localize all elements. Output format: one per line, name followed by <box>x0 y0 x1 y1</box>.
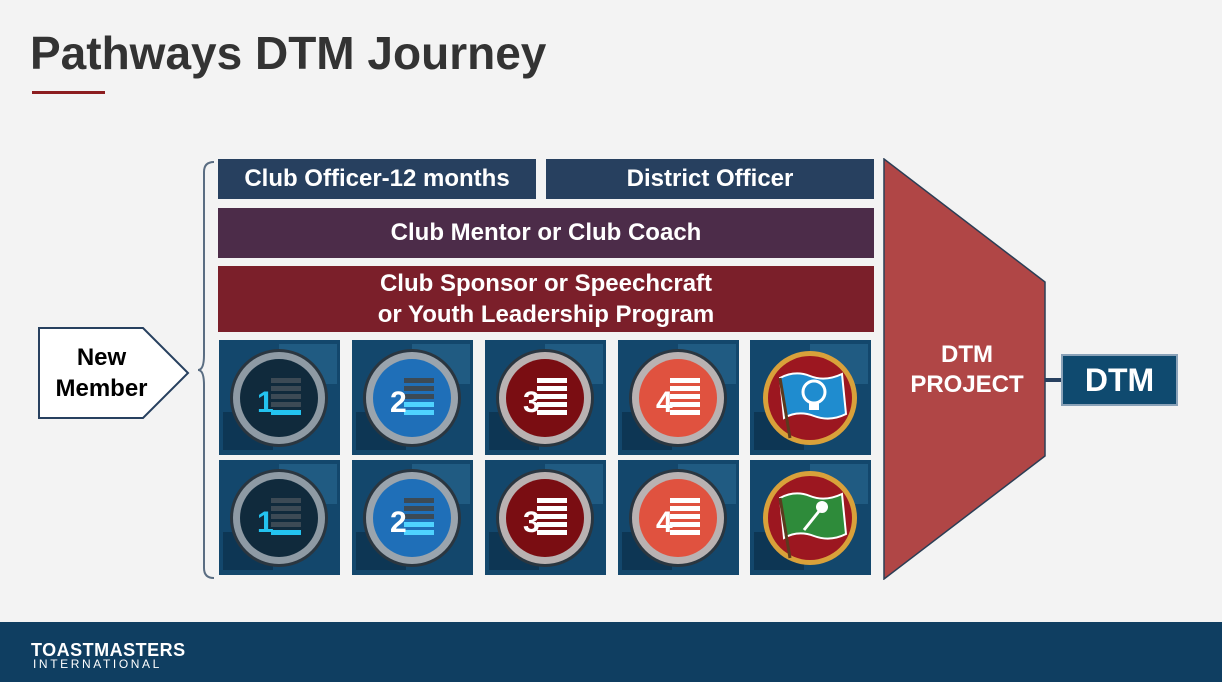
level-4-badge-icon <box>629 469 727 567</box>
level-number-label: 3 <box>523 506 540 539</box>
title-underline <box>32 91 105 94</box>
level-number-label: 2 <box>390 386 407 419</box>
level-tile: 3 <box>485 340 606 455</box>
level-tile <box>750 460 871 575</box>
toastmasters-logo-line1: TOASTMASTERS <box>31 640 186 660</box>
mentor-coach-label: Club Mentor or Club Coach <box>390 219 702 246</box>
microphone-flag-icon <box>763 471 857 565</box>
level-number-label: 1 <box>257 386 274 419</box>
level-tile: 4 <box>618 340 739 455</box>
sponsor-label-line1: Club Sponsor or Speechcraft <box>379 270 713 297</box>
dtm-project-label: DTM PROJECT <box>892 340 1042 400</box>
slide-title: Pathways DTM Journey <box>30 27 547 79</box>
level-3-badge-icon <box>496 469 594 567</box>
level-number-label: 3 <box>523 386 540 419</box>
new-member-arrow-shape <box>38 327 190 419</box>
level-tile: 3 <box>485 460 606 575</box>
district-officer-label: District Officer <box>626 165 794 192</box>
level-2-badge-icon <box>363 469 461 567</box>
level-4-badge-icon <box>629 349 727 447</box>
dtm-project-line2: PROJECT <box>910 371 1024 398</box>
district-officer-bar: District Officer <box>546 159 874 199</box>
dtm-award-label: DTM <box>1084 361 1155 398</box>
dtm-award-box: DTM <box>1061 354 1178 406</box>
club-officer-label: Club Officer-12 months <box>244 165 510 192</box>
level-tile: 1 <box>219 460 340 575</box>
mentor-coach-bar: Club Mentor or Club Coach <box>218 208 874 258</box>
level-number-label: 4 <box>656 386 673 419</box>
toastmasters-logo-line2: INTERNATIONAL <box>33 657 162 671</box>
level-tile: 4 <box>618 460 739 575</box>
level-tile: 1 <box>219 340 340 455</box>
club-officer-bar: Club Officer-12 months <box>218 159 536 199</box>
sponsor-label-line2: or Youth Leadership Program <box>377 301 715 328</box>
level-number-label: 1 <box>257 506 274 539</box>
level-tile: 2 <box>352 460 473 575</box>
lightbulb-flag-icon <box>763 351 857 445</box>
dtm-project-line1: DTM <box>941 341 993 368</box>
level-1-badge-icon <box>230 469 328 567</box>
level-3-badge-icon <box>496 349 594 447</box>
level-1-badge-icon <box>230 349 328 447</box>
footer-bar <box>0 622 1222 682</box>
level-number-label: 4 <box>656 506 673 539</box>
new-member-line2: Member <box>55 375 148 402</box>
new-member-line1: New <box>76 344 127 371</box>
new-member-label: New Member <box>38 342 165 404</box>
sponsor-bar: Club Sponsor or Speechcraft or Youth Lea… <box>218 266 874 332</box>
dtm-connector-line <box>1045 378 1061 382</box>
level-number-label: 2 <box>390 506 407 539</box>
left-brace <box>198 161 215 579</box>
level-2-badge-icon <box>363 349 461 447</box>
level-tile: 2 <box>352 340 473 455</box>
dtm-project-funnel <box>883 158 1046 580</box>
level-tile <box>750 340 871 455</box>
